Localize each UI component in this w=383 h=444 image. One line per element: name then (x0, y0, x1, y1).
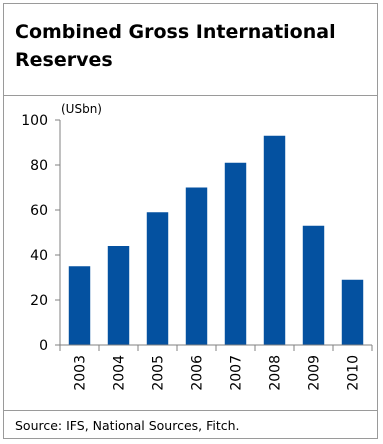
y-tick-label-40: 40 (30, 248, 48, 264)
figure-frame (3, 3, 378, 439)
x-tick-label-2008: 2008 (268, 355, 284, 391)
x-tick-label-2003: 2003 (73, 355, 89, 391)
bar-2003 (68, 266, 91, 345)
x-tick-label-2007: 2007 (229, 355, 245, 391)
x-tick-label-2009: 2009 (307, 355, 323, 391)
y-tick-label-80: 80 (30, 158, 48, 174)
y-tick-label-0: 0 (39, 338, 48, 354)
x-axis: 2003 2004 2005 2006 2007 2008 2009 2010 (59, 344, 373, 391)
bar-2004 (107, 246, 130, 345)
bar-2009 (302, 225, 325, 345)
bar-2007 (224, 162, 247, 345)
x-tick-label-2004: 2004 (112, 355, 128, 391)
y-axis: 0 20 40 60 80 100 (21, 113, 61, 354)
y-tick-label-20: 20 (30, 293, 48, 309)
x-tick-label-2010: 2010 (346, 355, 362, 391)
source-note: Source: IFS, National Sources, Fitch. (15, 418, 240, 433)
bar-2006 (185, 187, 208, 345)
y-tick-label-60: 60 (30, 203, 48, 219)
y-tick-label-100: 100 (21, 113, 48, 129)
x-tick-label-2005: 2005 (151, 355, 167, 391)
bar-2008 (263, 135, 286, 345)
x-tick-label-2006: 2006 (190, 355, 206, 391)
chart-title: Combined Gross International Reserves (15, 21, 336, 71)
footer-divider (3, 410, 378, 411)
title-divider (3, 95, 378, 96)
bars-group (68, 135, 364, 345)
bar-2010 (341, 279, 364, 345)
bar-2005 (146, 212, 169, 345)
y-unit-label: (USbn) (61, 102, 102, 116)
